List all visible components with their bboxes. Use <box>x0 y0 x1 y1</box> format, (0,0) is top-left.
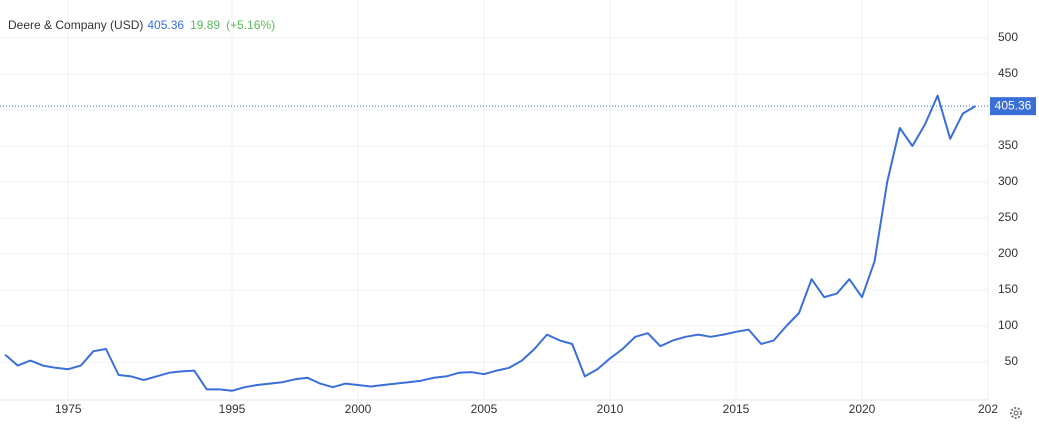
settings-icon[interactable] <box>1010 407 1022 419</box>
x-tick-label: 1975 <box>55 402 82 416</box>
last-price: 405.36 <box>147 18 184 32</box>
x-tick-label: 2020 <box>849 402 876 416</box>
x-tick-label: 2000 <box>345 402 372 416</box>
y-tick-label: 100 <box>998 318 1018 332</box>
x-tick-label: 2015 <box>723 402 750 416</box>
last-price-box <box>990 97 1036 116</box>
y-tick-label: 350 <box>998 138 1018 152</box>
y-tick-label: 50 <box>1005 354 1019 368</box>
price-change-percent: (+5.16%) <box>226 18 275 32</box>
x-tick-label: 2010 <box>597 402 624 416</box>
price-change: 19.89 <box>190 18 220 32</box>
x-tick-label: 2005 <box>471 402 498 416</box>
x-tick-label: 202 <box>978 402 998 416</box>
last-price-label: 405.36 <box>995 98 1032 112</box>
y-tick-label: 450 <box>998 66 1018 80</box>
y-tick-label: 200 <box>998 246 1018 260</box>
chart-title: Deere & Company (USD) <box>8 18 143 32</box>
price-line <box>4 94 976 392</box>
y-tick-label: 150 <box>998 282 1018 296</box>
y-tick-label: 300 <box>998 174 1018 188</box>
y-tick-label: 500 <box>998 30 1018 44</box>
x-tick-label: 1995 <box>219 402 246 416</box>
y-tick-label: 250 <box>998 210 1018 224</box>
